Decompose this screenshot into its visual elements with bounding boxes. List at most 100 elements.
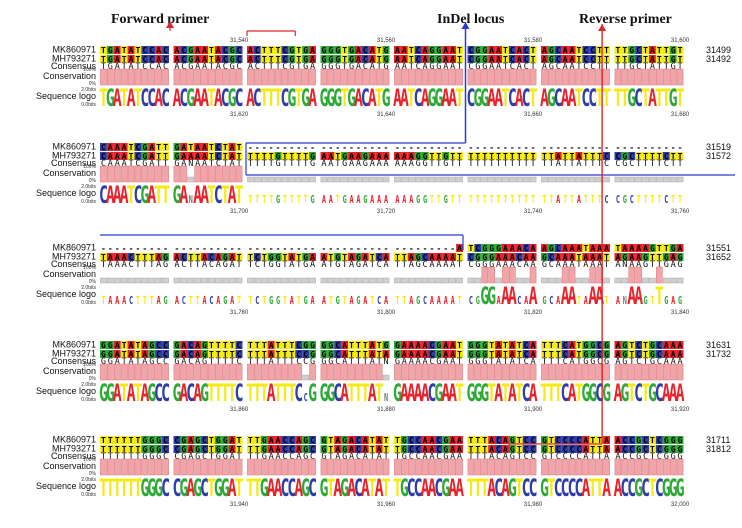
conservation-bar — [254, 277, 261, 284]
consensus-residue: G — [101, 357, 106, 367]
logo-letter: T — [455, 378, 464, 407]
consensus-residue: T — [328, 452, 333, 462]
residue-seq2-letter: T — [255, 152, 260, 161]
consensus-residue: C — [657, 357, 662, 367]
conservation-bar — [127, 363, 135, 381]
logo-letter: A — [409, 296, 413, 308]
residue-seq1-letter: - — [570, 143, 575, 152]
conservation-bar — [201, 68, 208, 86]
conservation-bar — [120, 165, 128, 183]
residue-seq1-letter: T — [356, 341, 361, 350]
residue-seq2-cell — [394, 445, 401, 453]
residue-seq2-cell — [355, 253, 362, 261]
logo-letter: T — [221, 180, 230, 209]
consensus-residue: T — [503, 159, 508, 169]
residue-seq2-cell — [327, 445, 335, 453]
residue-seq1-cell — [320, 436, 328, 444]
residue-seq1-cell — [508, 341, 516, 349]
residue-seq2-letter: A — [423, 55, 428, 64]
residue-seq1-letter: G — [430, 46, 435, 55]
residue-seq1-letter: T — [503, 46, 508, 55]
conservation-bar — [274, 458, 282, 476]
logo-letter: T — [393, 473, 402, 502]
consensus-residue: A — [569, 357, 574, 367]
residue-seq1-letter: G — [142, 143, 147, 152]
position-tick-label: 31,840 — [671, 310, 690, 316]
residue-seq2-letter: T — [475, 445, 480, 454]
end-position-seq1: 31711 — [706, 435, 730, 445]
residue-seq1-letter: - — [496, 143, 501, 152]
residue-seq2-letter: A — [202, 152, 207, 161]
residue-seq2-letter: C — [101, 152, 106, 161]
residue-seq2-cell — [267, 55, 275, 63]
residue-seq1-cell — [649, 244, 656, 252]
residue-seq1-letter: G — [335, 46, 340, 55]
residue-seq1-cell — [554, 244, 562, 252]
consensus-residue: A — [677, 357, 682, 367]
residue-seq1-cell — [628, 244, 636, 252]
residue-seq2-cell — [208, 55, 215, 63]
residue-seq2-cell — [474, 152, 482, 160]
consensus-residue: C — [128, 260, 133, 270]
residue-seq1-cell — [355, 341, 362, 349]
logo-letter: T — [620, 83, 629, 112]
residue-seq1-letter: - — [657, 143, 662, 152]
residue-seq1-letter: A — [489, 46, 494, 55]
residue-seq1-letter: A — [149, 143, 154, 152]
logo-letter: C — [469, 296, 473, 308]
residue-seq2-cell — [589, 350, 597, 358]
residue-seq1-cell — [589, 436, 597, 444]
logo-letter: C — [361, 83, 370, 112]
residue-seq1-letter: A — [248, 46, 253, 55]
logo-letter: A — [140, 378, 149, 407]
conservation-bar — [435, 277, 443, 284]
logo-letter: T — [260, 378, 269, 407]
conservation-label: Conservation — [43, 71, 96, 81]
residue-seq2-cell — [488, 152, 496, 160]
logo-letter: T — [133, 473, 142, 502]
logo-letter: G — [620, 378, 629, 407]
conservation-bar — [120, 458, 128, 476]
conservation-bar — [254, 176, 261, 183]
residue-seq1-cell — [141, 341, 149, 349]
residue-seq2-cell — [435, 350, 443, 358]
consensus-residue: A — [115, 357, 120, 367]
logo-letter: G — [193, 473, 202, 502]
residue-seq1-cell — [554, 436, 562, 444]
residue-seq1-cell — [208, 143, 215, 151]
residue-seq1-letter: - — [163, 244, 168, 253]
logo-letter: G — [140, 180, 149, 209]
conservation-bar — [488, 363, 495, 381]
residue-seq1-letter: G — [322, 341, 327, 350]
logo-letter: T — [407, 83, 416, 112]
residue-seq1-cell — [120, 436, 128, 444]
residue-seq1-letter: T — [209, 46, 214, 55]
logo-letter: T — [430, 195, 434, 207]
consensus-residue: A — [269, 357, 274, 367]
logo-letter: T — [531, 195, 535, 207]
residue-seq2-letter: C — [181, 253, 186, 262]
consensus-residue: A — [321, 159, 326, 169]
residue-seq1-cell — [407, 341, 415, 349]
logo-letter: G — [310, 195, 314, 207]
residue-seq2-cell — [141, 445, 149, 453]
residue-seq2-letter: C — [436, 445, 441, 454]
residue-seq2-letter: T — [457, 350, 462, 359]
residue-seq1-letter: G — [108, 341, 113, 350]
residue-seq2-cell — [421, 253, 429, 261]
residue-seq2-cell — [355, 152, 362, 160]
consensus-residue: C — [135, 159, 140, 169]
conservation-bar — [281, 277, 289, 284]
residue-seq2-cell — [582, 55, 590, 63]
residue-seq1-letter: - — [622, 143, 627, 152]
conservation-bar — [662, 176, 670, 183]
consensus-residue: A — [517, 62, 522, 72]
logo-letter: G — [304, 296, 308, 308]
logo-letter: G — [427, 83, 436, 112]
residue-seq2-cell — [502, 55, 509, 63]
residue-seq2-cell — [134, 55, 142, 63]
conservation-bar — [295, 277, 303, 284]
conservation-bar — [348, 176, 355, 183]
residue-seq2-cell — [488, 350, 496, 358]
residue-seq2-letter: T — [255, 350, 260, 359]
